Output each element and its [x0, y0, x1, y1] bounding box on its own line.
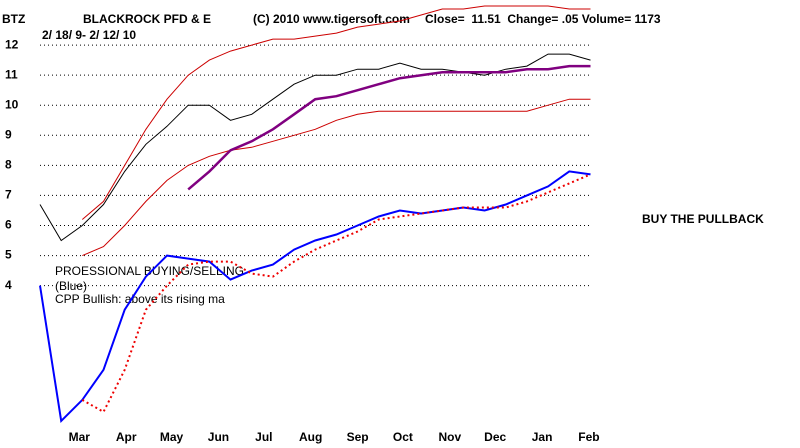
y-tick-label: 6 — [5, 218, 12, 232]
series-line — [39, 53, 591, 242]
annotation: BUY THE PULLBACK — [642, 212, 764, 226]
x-tick-label: Nov — [438, 430, 461, 444]
ticker: BTZ — [2, 12, 25, 26]
x-tick-label: Apr — [116, 430, 137, 444]
annotation: (Blue) — [55, 279, 87, 293]
x-tick-label: Feb — [578, 430, 599, 444]
x-tick-label: Mar — [69, 430, 91, 444]
series-line — [82, 98, 591, 257]
x-tick-label: May — [160, 430, 184, 444]
x-tick-label: Dec — [484, 430, 506, 444]
annotation: CPP Bullish: above its rising ma — [55, 292, 225, 306]
x-tick-label: Oct — [393, 430, 413, 444]
y-tick-label: 9 — [5, 127, 12, 141]
y-tick-label: 5 — [5, 248, 12, 262]
y-tick-label: 10 — [5, 97, 19, 111]
stats: Close= 11.51 Change= .05 Volume= 1173 — [425, 12, 661, 26]
y-tick-label: 4 — [5, 278, 12, 292]
y-tick-label: 12 — [5, 37, 19, 51]
x-tick-label: Jul — [255, 430, 272, 444]
chart-title: BLACKROCK PFD & E — [83, 12, 211, 26]
x-tick-label: Aug — [299, 430, 322, 444]
x-tick-label: Jan — [532, 430, 553, 444]
y-tick-label: 7 — [5, 188, 12, 202]
subtitle: 2/ 18/ 9- 2/ 12/ 10 — [42, 28, 136, 42]
x-tick-label: Sep — [347, 430, 369, 444]
series-line — [81, 5, 591, 220]
copyright: (C) 2010 www.tigersoft.com — [253, 12, 410, 26]
annotation: PROESSIONAL BUYING/SELLING — [55, 264, 244, 278]
series-line — [187, 64, 591, 191]
x-tick-label: Jun — [208, 430, 229, 444]
y-tick-label: 11 — [5, 67, 18, 81]
y-tick-label: 8 — [5, 158, 12, 172]
